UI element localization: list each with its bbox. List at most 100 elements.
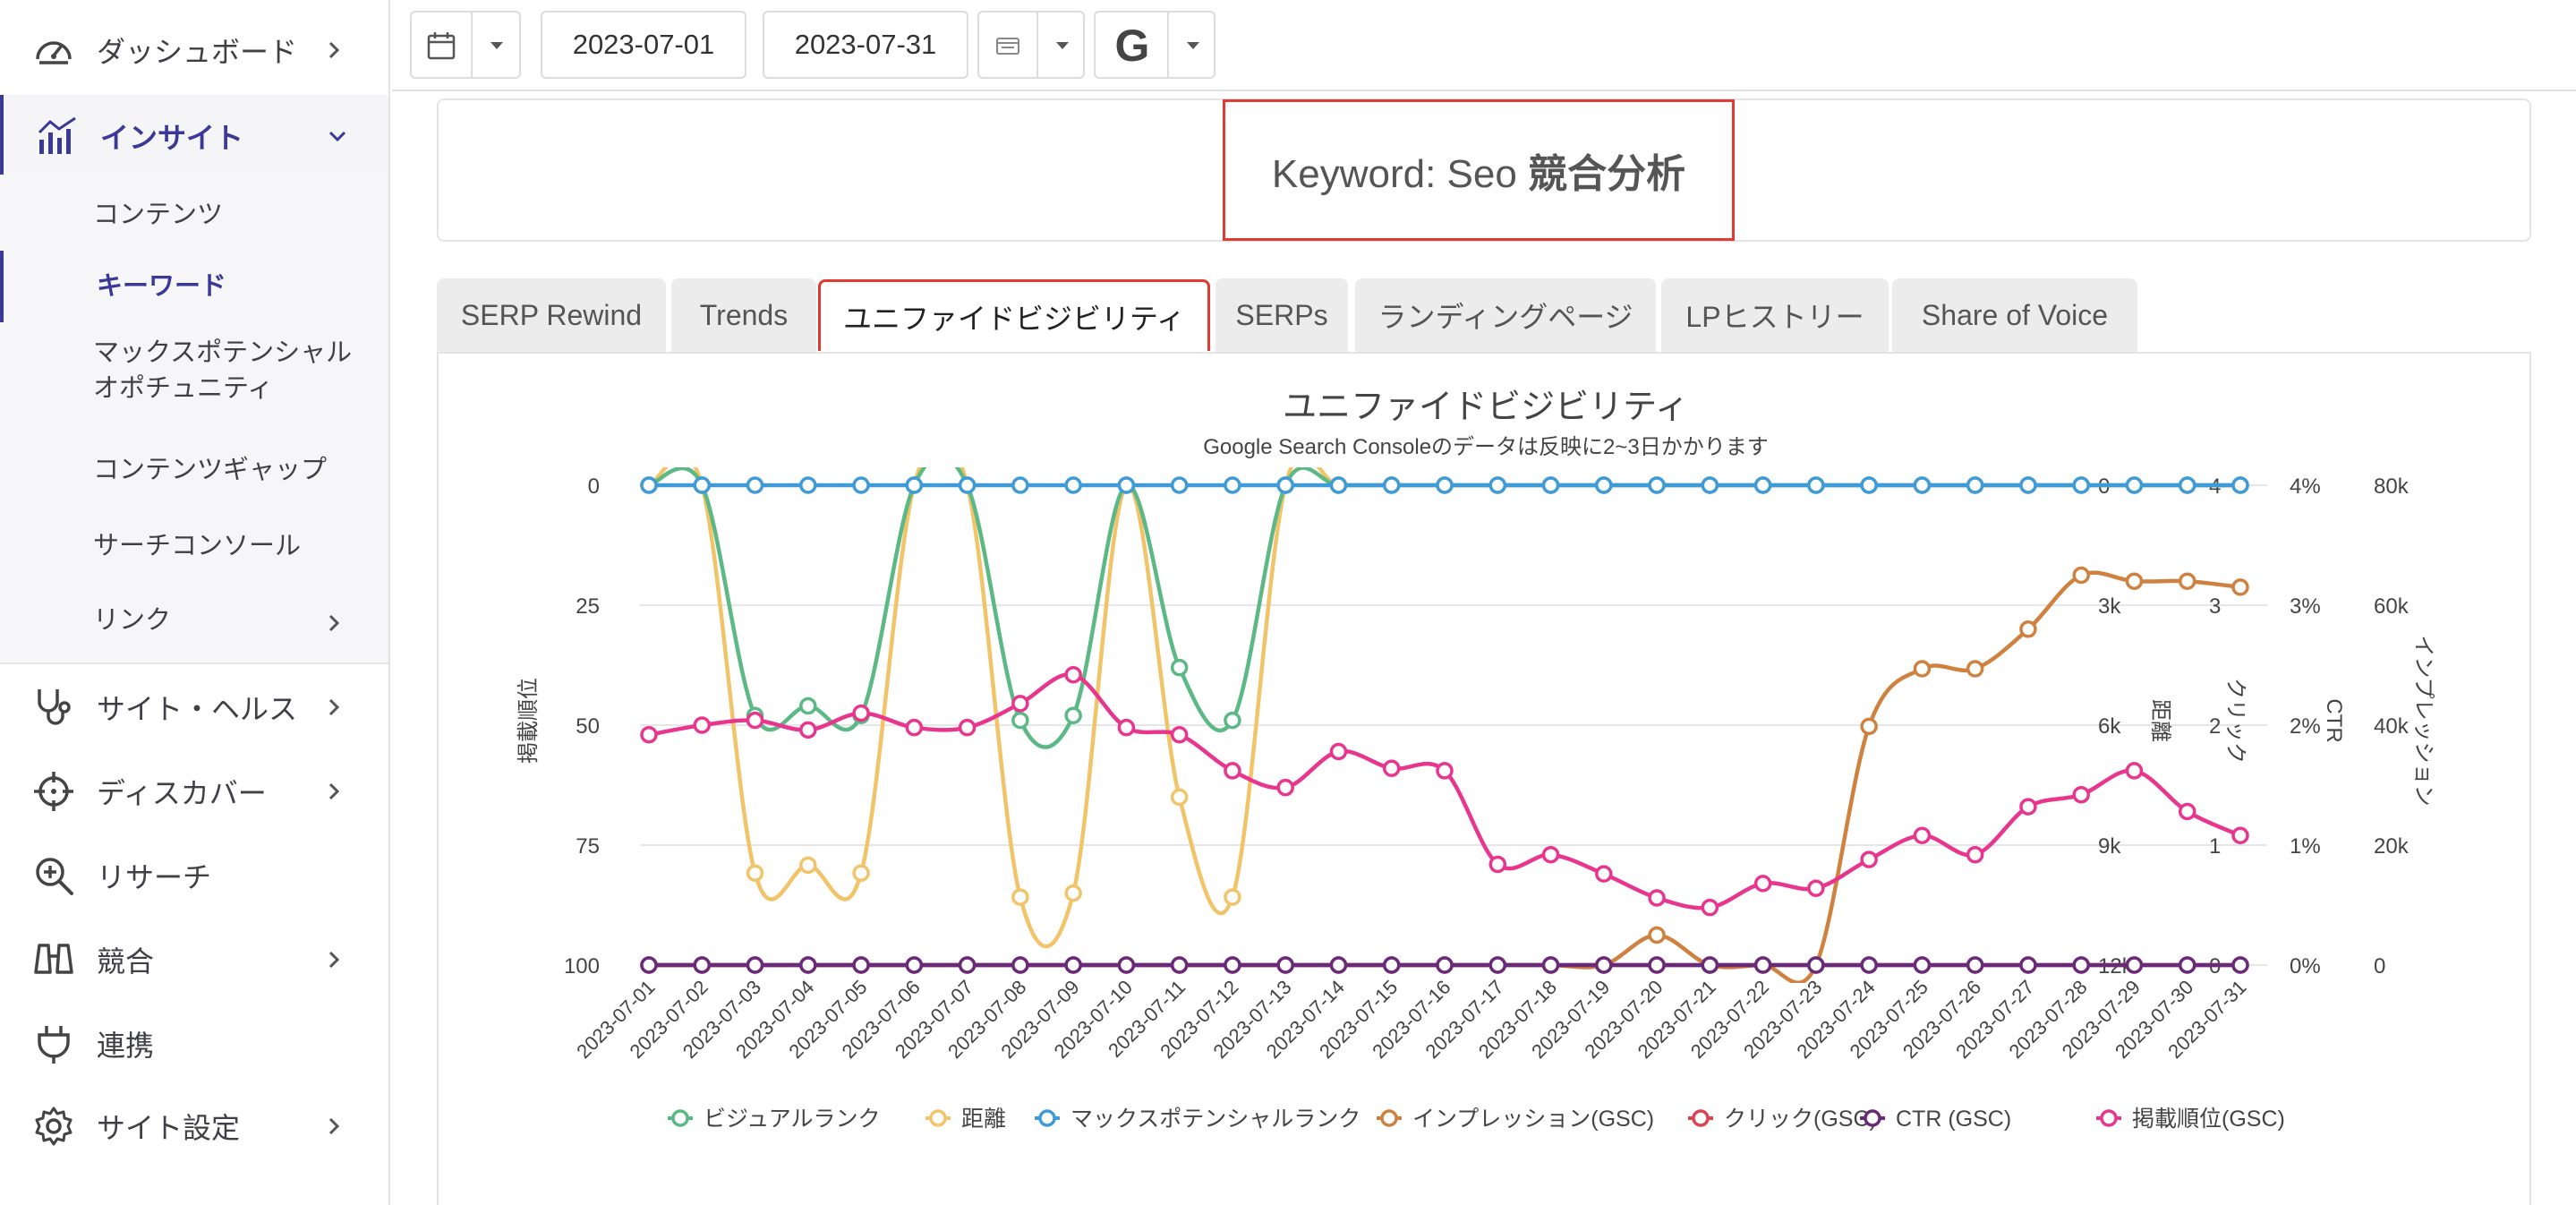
nav-discover[interactable]: ディスカバー: [0, 750, 388, 833]
data-point: [1966, 956, 1984, 974]
data-point: [1753, 875, 1772, 893]
data-point: [1701, 476, 1719, 494]
tab-serp-rewind[interactable]: SERP Rewind: [437, 278, 666, 352]
submenu-item-contents[interactable]: コンテンツ: [0, 188, 388, 242]
nav-insight[interactable]: インサイト: [0, 95, 388, 177]
data-point: [852, 476, 870, 494]
legend-swatch-marker: [1692, 1109, 1710, 1127]
legend-item-label[interactable]: CTR (GSC): [1896, 1107, 2011, 1132]
data-point: [1064, 884, 1082, 902]
data-point: [1224, 956, 1241, 974]
data-point: [1860, 717, 1878, 736]
submenu-item-max-potential[interactable]: マックスポテンシャル オポチュニティ: [0, 331, 388, 412]
chart-bars-icon: [38, 116, 76, 154]
data-point: [2125, 956, 2144, 974]
legend-item-label[interactable]: クリック(GSC): [1724, 1107, 1877, 1132]
data-point: [1966, 845, 1984, 864]
data-point: [1807, 476, 1825, 494]
series-line: [648, 672, 2241, 910]
data-point: [2125, 762, 2144, 780]
search-engine-dropdown[interactable]: G: [1094, 11, 1215, 79]
data-point: [852, 956, 870, 974]
data-point: [2019, 798, 2037, 816]
data-point: [1224, 476, 1241, 494]
nav-competitor[interactable]: 競合: [0, 919, 388, 1001]
data-point: [852, 704, 870, 722]
submenu-item-content-gap[interactable]: コンテンツギャップ: [0, 443, 388, 497]
data-point: [693, 716, 712, 734]
tab-unified-visibility[interactable]: ユニファイドビジビリティ: [818, 279, 1210, 351]
tab-share-of-voice[interactable]: Share of Voice: [1892, 278, 2137, 352]
data-point: [746, 956, 764, 974]
submenu-item-label: リンク: [93, 606, 172, 635]
crosshair-icon: [34, 772, 73, 811]
nav-dashboard-label: ダッシュボード: [97, 36, 298, 68]
axis-tick-label: 3%: [2290, 594, 2321, 619]
data-point: [1064, 706, 1082, 725]
data-point: [1753, 476, 1772, 494]
legend-item-label[interactable]: ビジュアルランク: [704, 1107, 881, 1132]
data-point: [1170, 956, 1189, 974]
data-point: [2072, 476, 2090, 494]
axis-title: インプレッション: [2411, 635, 2435, 806]
data-point: [2072, 956, 2090, 974]
data-point: [799, 956, 817, 974]
keyword-title-highlight: Keyword: Seo 競合分析: [1223, 99, 1735, 241]
legend-item-label[interactable]: マックスポテンシャルランク: [1070, 1107, 1361, 1132]
nav-integration[interactable]: 連携: [0, 1003, 388, 1085]
chevron-right-icon: [328, 698, 340, 716]
start-date-input[interactable]: 2023-07-01: [541, 11, 746, 79]
data-point: [2125, 476, 2144, 494]
calendar-dropdown[interactable]: [410, 11, 521, 79]
submenu-item-keyword[interactable]: キーワード: [0, 251, 388, 322]
tab-landing-pages[interactable]: ランディングページ: [1355, 278, 1656, 352]
data-point: [958, 476, 977, 494]
legend-item-label[interactable]: 距離: [961, 1107, 1006, 1132]
data-point: [799, 856, 817, 875]
data-point: [1170, 476, 1189, 494]
data-point: [1329, 742, 1348, 761]
data-point: [1966, 476, 1984, 494]
axis-title: クリック: [2223, 678, 2248, 764]
axis-title: CTR: [2322, 698, 2346, 742]
data-point: [1595, 865, 1613, 883]
data-point: [1064, 476, 1082, 494]
data-point: [1541, 956, 1560, 974]
legend-item-label[interactable]: インプレッション(GSC): [1412, 1107, 1654, 1132]
google-icon: G: [1114, 21, 1150, 71]
calendar-icon: [427, 32, 456, 60]
data-point: [1170, 788, 1189, 807]
chevron-right-icon: [328, 1117, 340, 1135]
submenu-item-search-console[interactable]: サーチコンソール: [0, 519, 388, 573]
data-point: [905, 956, 924, 974]
data-point: [1276, 956, 1294, 974]
tab-trends[interactable]: Trends: [671, 278, 816, 352]
data-point: [1488, 956, 1507, 974]
data-point: [746, 476, 764, 494]
data-point: [1807, 956, 1825, 974]
data-point: [1541, 476, 1560, 494]
calendar-range-icon: [996, 38, 1019, 55]
axis-tick-label: 3k: [2098, 594, 2121, 619]
nav-research[interactable]: リサーチ: [0, 834, 388, 917]
nav-dashboard[interactable]: ダッシュボード: [0, 9, 388, 91]
submenu-item-label: サーチコンソール: [93, 532, 302, 560]
tab-lp-history[interactable]: LPヒストリー: [1661, 278, 1889, 352]
data-point: [1860, 476, 1878, 494]
data-point: [693, 476, 712, 494]
nav-site-health[interactable]: サイト・ヘルス: [0, 666, 388, 748]
chevron-right-icon: [328, 41, 340, 59]
axis-tick-label: 60k: [2374, 594, 2410, 619]
legend-item-label[interactable]: 掲載順位(GSC): [2132, 1107, 2285, 1132]
tab-serps[interactable]: SERPs: [1215, 278, 1348, 352]
data-point: [746, 711, 764, 730]
end-date-input[interactable]: 2023-07-31: [763, 11, 968, 79]
data-point: [799, 721, 817, 739]
data-point: [1753, 956, 1772, 974]
axis-tick-label: 9k: [2098, 834, 2121, 859]
compare-dropdown[interactable]: [977, 11, 1085, 79]
nav-site-settings[interactable]: サイト設定: [0, 1085, 388, 1167]
axis-tick-label: 3: [2209, 594, 2221, 619]
submenu-item-links[interactable]: リンク: [0, 595, 388, 649]
axis-tick-label: 100: [564, 954, 600, 979]
